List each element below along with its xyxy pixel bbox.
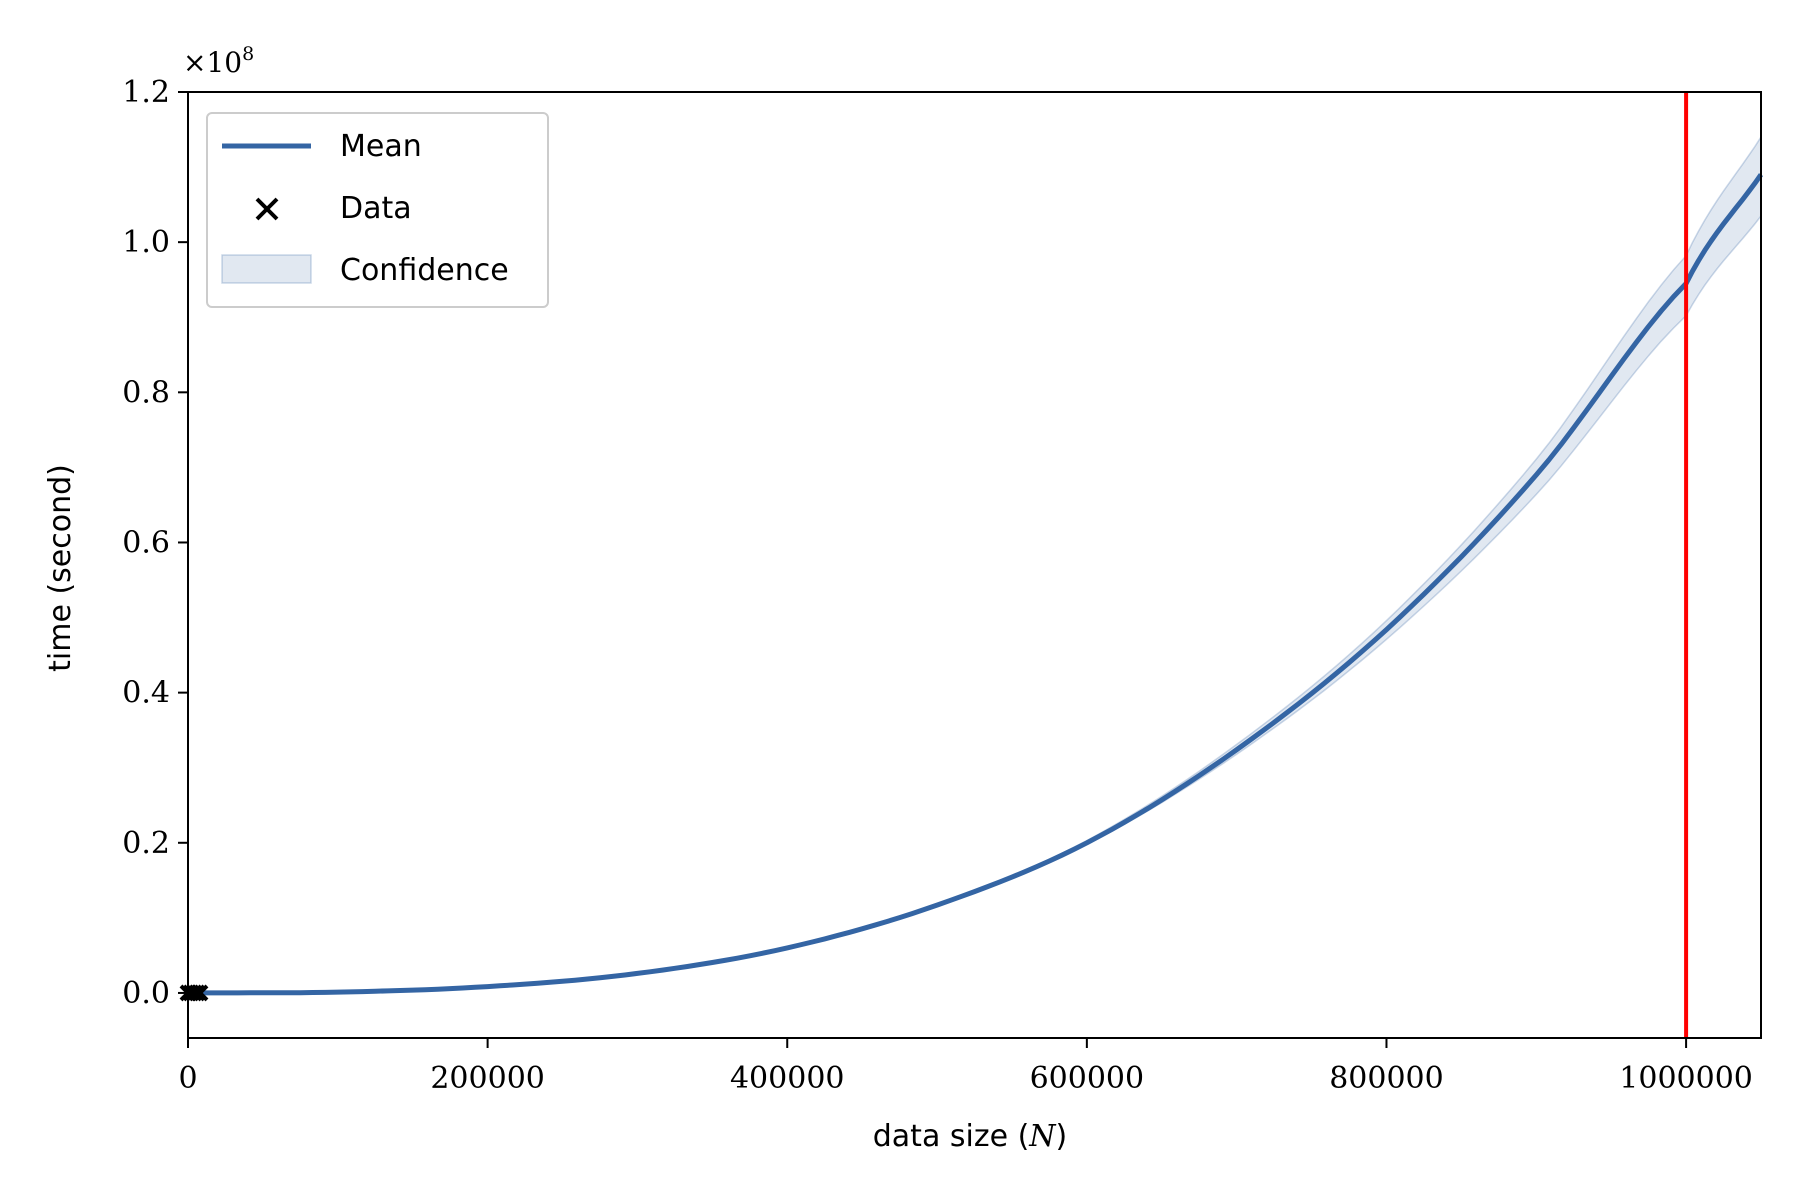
x-tick-label: 200000 bbox=[430, 1061, 545, 1096]
y-tick-label: 1.0 bbox=[122, 225, 170, 260]
x-ticks: 0 200000 400000 600000 800000 1000000 bbox=[178, 1038, 1753, 1096]
y-ticks: 0.0 0.2 0.4 0.6 0.8 1.0 1.2 bbox=[122, 75, 188, 1011]
y-multiplier-label: ×108 bbox=[183, 43, 254, 79]
x-tick-label: 0 bbox=[178, 1061, 197, 1096]
data-point bbox=[191, 984, 209, 1002]
y-axis-label: time (second) bbox=[43, 464, 78, 672]
y-tick-label: 0.4 bbox=[122, 676, 170, 711]
legend-confidence-swatch bbox=[221, 254, 312, 284]
data-point-stroke bbox=[185, 984, 203, 1002]
plot-area bbox=[179, 92, 1764, 1038]
data-points-layer bbox=[179, 984, 209, 1002]
x-tick-label: 600000 bbox=[1030, 1061, 1145, 1096]
data-point bbox=[188, 984, 206, 1002]
legend-data-marker bbox=[255, 197, 279, 221]
mean-line-layer bbox=[187, 173, 1764, 996]
y-tick-label: 0.2 bbox=[122, 826, 170, 861]
y-tick-label: 0.0 bbox=[122, 976, 170, 1011]
x-tick-label: 1000000 bbox=[1619, 1061, 1753, 1096]
y-tick-label: 1.2 bbox=[122, 75, 170, 110]
data-point-stroke bbox=[188, 984, 206, 1002]
legend-data-label: Data bbox=[340, 191, 412, 226]
x-tick-label: 400000 bbox=[730, 1061, 845, 1096]
legend-mean-label: Mean bbox=[340, 129, 422, 164]
y-tick-label: 0.6 bbox=[122, 525, 170, 560]
x-axis-label: data size (N) bbox=[873, 1119, 1068, 1154]
x-tick-label: 800000 bbox=[1329, 1061, 1444, 1096]
axes-frame bbox=[187, 91, 1762, 1039]
y-tick-label: 0.8 bbox=[122, 375, 170, 410]
data-point-stroke bbox=[191, 984, 209, 1002]
legend-confidence-label: Confidence bbox=[340, 253, 509, 288]
axes bbox=[187, 91, 1762, 1039]
legend-frame bbox=[206, 112, 549, 308]
legend: Mean Data Confidence bbox=[206, 112, 549, 308]
mean-line bbox=[187, 173, 1764, 996]
y-multiplier-exponent: 8 bbox=[242, 43, 254, 65]
data-point bbox=[185, 984, 203, 1002]
